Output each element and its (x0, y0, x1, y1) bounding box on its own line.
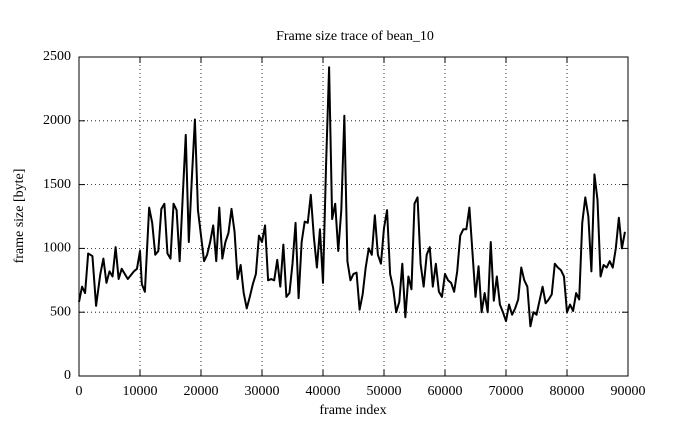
x-tick-label: 70000 (489, 384, 524, 399)
x-tick-label: 20000 (184, 384, 219, 399)
y-tick-label: 500 (50, 304, 71, 319)
x-tick-label: 80000 (550, 384, 585, 399)
x-tick-label: 90000 (611, 384, 646, 399)
x-tick-label: 0 (76, 384, 83, 399)
y-tick-label: 2500 (43, 49, 71, 64)
y-tick-label: 1000 (43, 241, 71, 256)
data-line (78, 66, 626, 328)
x-tick-label: 10000 (123, 384, 158, 399)
x-axis-label: frame index (319, 403, 386, 418)
y-tick-label: 2000 (43, 113, 71, 128)
y-axis-label: frame size [byte] (12, 169, 27, 264)
x-tick-label: 50000 (367, 384, 402, 399)
plot-frame (78, 56, 629, 377)
y-tick-label: 1500 (43, 177, 71, 192)
x-tick-label: 40000 (306, 384, 341, 399)
x-tick-label: 60000 (428, 384, 463, 399)
x-tick-label: 30000 (245, 384, 280, 399)
y-tick-label: 0 (64, 368, 71, 383)
chart-title: Frame size trace of bean_10 (276, 29, 434, 44)
